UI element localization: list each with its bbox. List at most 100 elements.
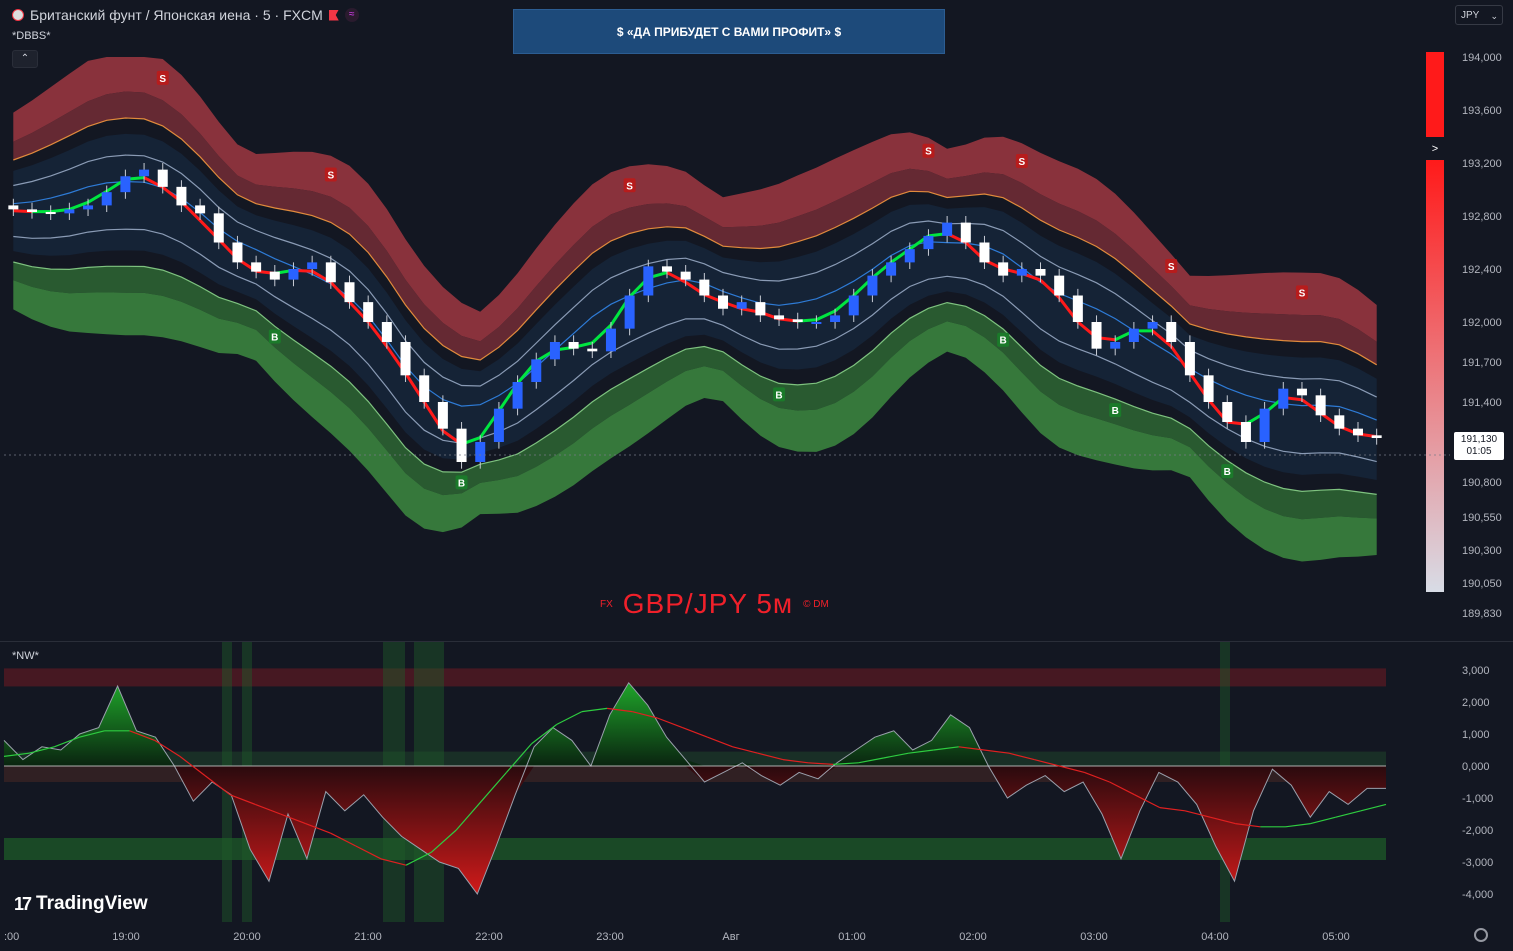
time-axis-label: 03:00 xyxy=(1080,931,1108,943)
watermark-right: © DM xyxy=(803,598,829,610)
osc-signal-segment xyxy=(782,759,809,764)
currency-select[interactable]: JPY ⌄ xyxy=(1455,5,1503,25)
fast-line-segment xyxy=(68,200,89,211)
candle-body xyxy=(960,222,971,243)
candle-body xyxy=(1278,388,1289,409)
candle-body xyxy=(493,408,504,442)
candle-body xyxy=(8,205,19,210)
osc-signal-segment xyxy=(129,730,155,741)
osc-axis-label: -4,000 xyxy=(1462,889,1493,901)
osc-signal-segment xyxy=(632,711,658,719)
osc-signal-segment xyxy=(355,845,382,860)
candle-body xyxy=(942,222,953,236)
indicator-label-dbbs[interactable]: *DBBS* xyxy=(12,30,51,42)
wave-icon[interactable]: ≈ xyxy=(344,8,359,22)
flag-icon[interactable] xyxy=(328,9,339,21)
fast-line-segment xyxy=(1151,329,1173,348)
time-axis[interactable]: :00 19:00 20:00 21:00 22:00 23:00 Авг 01:00 02:0… xyxy=(0,922,1513,951)
price-chart-svg[interactable]: S S B B S B S S B S B B S >194,000 193,600 193,200 192,8… xyxy=(0,0,1513,641)
osc-signal-segment xyxy=(606,707,633,713)
collapse-legend-button[interactable]: ⌃ xyxy=(12,50,38,68)
osc-signal-segment xyxy=(54,736,80,748)
osc-signal-segment xyxy=(204,775,231,796)
osc-signal-segment xyxy=(405,851,432,866)
signal-box xyxy=(1109,403,1122,418)
osc-signal-segment xyxy=(430,829,457,853)
osc-signal-segment xyxy=(1034,759,1060,767)
candle-body xyxy=(419,375,430,402)
osc-signal-segment xyxy=(933,746,959,751)
buy-signal-marker: B xyxy=(997,332,1010,347)
candle-body xyxy=(923,235,934,250)
price-axis-label: 190,550 xyxy=(1462,512,1502,524)
candle-body xyxy=(1035,269,1046,276)
signal-label: S xyxy=(925,147,932,158)
indicator-label-nw[interactable]: *NW* xyxy=(12,650,39,662)
upper-grey-line xyxy=(13,154,1377,398)
candle-body xyxy=(120,176,131,193)
fast-line-segment xyxy=(666,271,687,284)
osc-signal-segment xyxy=(280,813,306,825)
candle-body xyxy=(886,262,897,276)
price-axis-label: 192,800 xyxy=(1462,211,1502,223)
price-axis-label: 191,700 xyxy=(1462,357,1502,369)
candle-body xyxy=(1334,415,1345,429)
signal-label: B xyxy=(1000,336,1007,347)
osc-signal-segment xyxy=(380,858,407,866)
candle-body xyxy=(643,266,654,296)
pane-divider[interactable] xyxy=(0,641,1513,642)
osc-line xyxy=(3,681,1386,896)
osc-signal-segment xyxy=(1159,807,1186,812)
candle-body xyxy=(1166,322,1177,342)
candle-body xyxy=(1315,395,1326,416)
middle-band-fill xyxy=(13,133,1377,480)
candle-body xyxy=(1259,408,1270,442)
osc-signal-segment xyxy=(958,746,985,751)
buy-signal-marker: B xyxy=(1221,464,1234,479)
oscillator-pane[interactable]: 3,000 2,000 1,000 0,000 -1,000 -2,000 -3,000 -4… xyxy=(0,642,1513,922)
signal-box xyxy=(1221,464,1234,479)
candle-body xyxy=(531,359,542,382)
time-axis-label: 05:00 xyxy=(1322,931,1350,943)
osc-signal-segment xyxy=(556,711,583,725)
osc-signal-segment xyxy=(1310,816,1336,825)
osc-positive-area xyxy=(4,682,1386,766)
sell-signal-marker: S xyxy=(1015,154,1028,169)
candle-body xyxy=(998,262,1009,276)
signal-label: S xyxy=(626,181,633,192)
price-chart-pane[interactable]: S S B B S B S S B S B B S >194,000 193,600 193,200 192,8… xyxy=(0,0,1513,641)
osc-signal-segment xyxy=(757,752,784,761)
sell-signal-marker: S xyxy=(623,178,636,193)
candle-body xyxy=(1072,295,1083,322)
scale-bar-gradient xyxy=(1426,160,1444,592)
buy-signal-marker: B xyxy=(268,329,281,344)
osc-negative-area xyxy=(4,766,1386,894)
candle-body xyxy=(1203,375,1214,402)
price-axis-label: 190,050 xyxy=(1462,578,1502,590)
osc-signal-segment xyxy=(858,757,884,764)
fast-line-segment xyxy=(815,309,836,322)
osc-signal-segment xyxy=(682,727,708,738)
osc-axis-label: 1,000 xyxy=(1462,729,1490,741)
watermark-left: FX xyxy=(600,598,613,610)
osc-signal-segment xyxy=(1008,752,1035,761)
candle-body xyxy=(251,262,262,272)
fast-line-segment xyxy=(591,324,612,344)
symbol-watermark: FX GBP/JPY 5м © DM xyxy=(600,588,829,620)
bar-countdown: 01:05 xyxy=(1466,446,1492,457)
price-axis-label: 193,200 xyxy=(1462,158,1502,170)
lower-band-inner xyxy=(13,262,1377,520)
candle-body xyxy=(139,169,150,177)
signal-box xyxy=(268,329,281,344)
tradingview-logo[interactable]: 17 TradingView xyxy=(14,893,148,915)
candle-body xyxy=(512,382,523,409)
symbol-legend[interactable]: Британский фунт / Японская иена · 5 · FX… xyxy=(12,7,359,23)
gear-icon[interactable] xyxy=(1474,928,1488,942)
candle-body xyxy=(269,271,280,280)
osc-axis-label: 2,000 xyxy=(1462,697,1490,709)
time-axis-bg xyxy=(0,922,1513,951)
oscillator-svg[interactable]: 3,000 2,000 1,000 0,000 -1,000 -2,000 -3,000 -4… xyxy=(0,642,1513,922)
candle-body xyxy=(1147,322,1158,329)
osc-signal-segment xyxy=(1184,810,1211,818)
time-axis-label: 01:00 xyxy=(838,931,866,943)
